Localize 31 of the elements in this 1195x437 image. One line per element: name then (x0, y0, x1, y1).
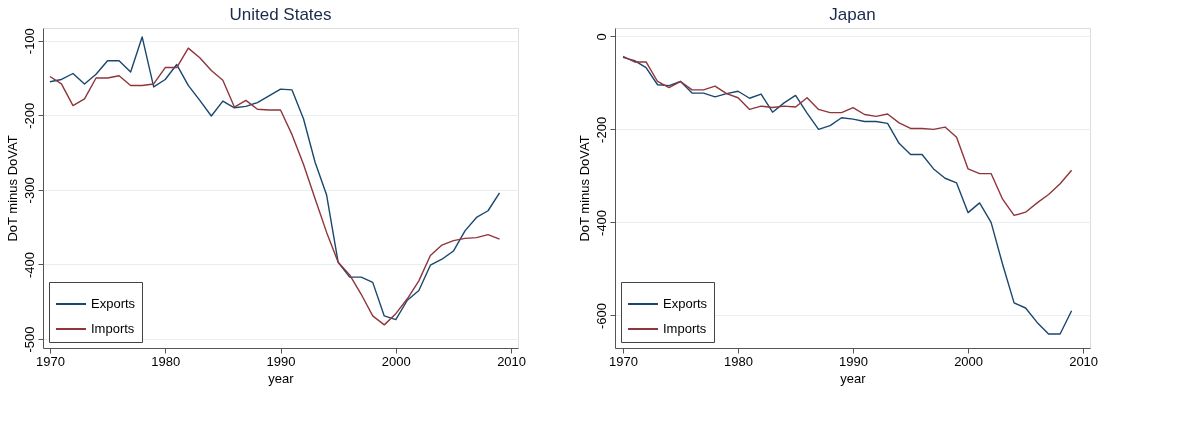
line-series (622, 56, 1073, 335)
y-tick-label: 0 (593, 33, 609, 41)
chart-title: United States (229, 4, 332, 24)
y-axis-title: DoT minus DoVAT (576, 135, 592, 242)
x-tick-label: 1980 (151, 353, 181, 369)
legend-label: Exports (91, 296, 136, 311)
x-axis-title: year (268, 370, 295, 386)
y-tick-label: -500 (21, 326, 37, 353)
chart-title: Japan (829, 5, 876, 24)
y-tick-label: -300 (21, 177, 37, 204)
y-tick-label: -400 (21, 251, 37, 278)
y-tick-label: -200 (21, 102, 37, 129)
y-tick-label: -200 (593, 116, 609, 143)
x-tick-label: 1990 (839, 353, 869, 369)
x-tick-label: 2010 (1069, 353, 1099, 369)
legend-label: Imports (663, 321, 707, 336)
y-axis-title: DoT minus DoVAT (4, 135, 20, 242)
legend-label: Imports (91, 321, 135, 336)
line-series (622, 55, 1073, 217)
x-tick-label: 2000 (954, 353, 984, 369)
x-tick-label: 1990 (266, 353, 296, 369)
x-tick-label: 2010 (497, 353, 527, 369)
y-tick-label: -600 (593, 302, 609, 329)
x-tick-label: 1980 (724, 353, 754, 369)
x-tick-label: 1970 (609, 353, 639, 369)
x-tick-label: 2000 (381, 353, 411, 369)
y-tick-label: -100 (21, 28, 37, 55)
x-axis-title: year (840, 370, 867, 386)
y-tick-label: -400 (593, 209, 609, 236)
legend-label: Exports (663, 296, 708, 311)
x-tick-label: 1970 (35, 353, 65, 369)
